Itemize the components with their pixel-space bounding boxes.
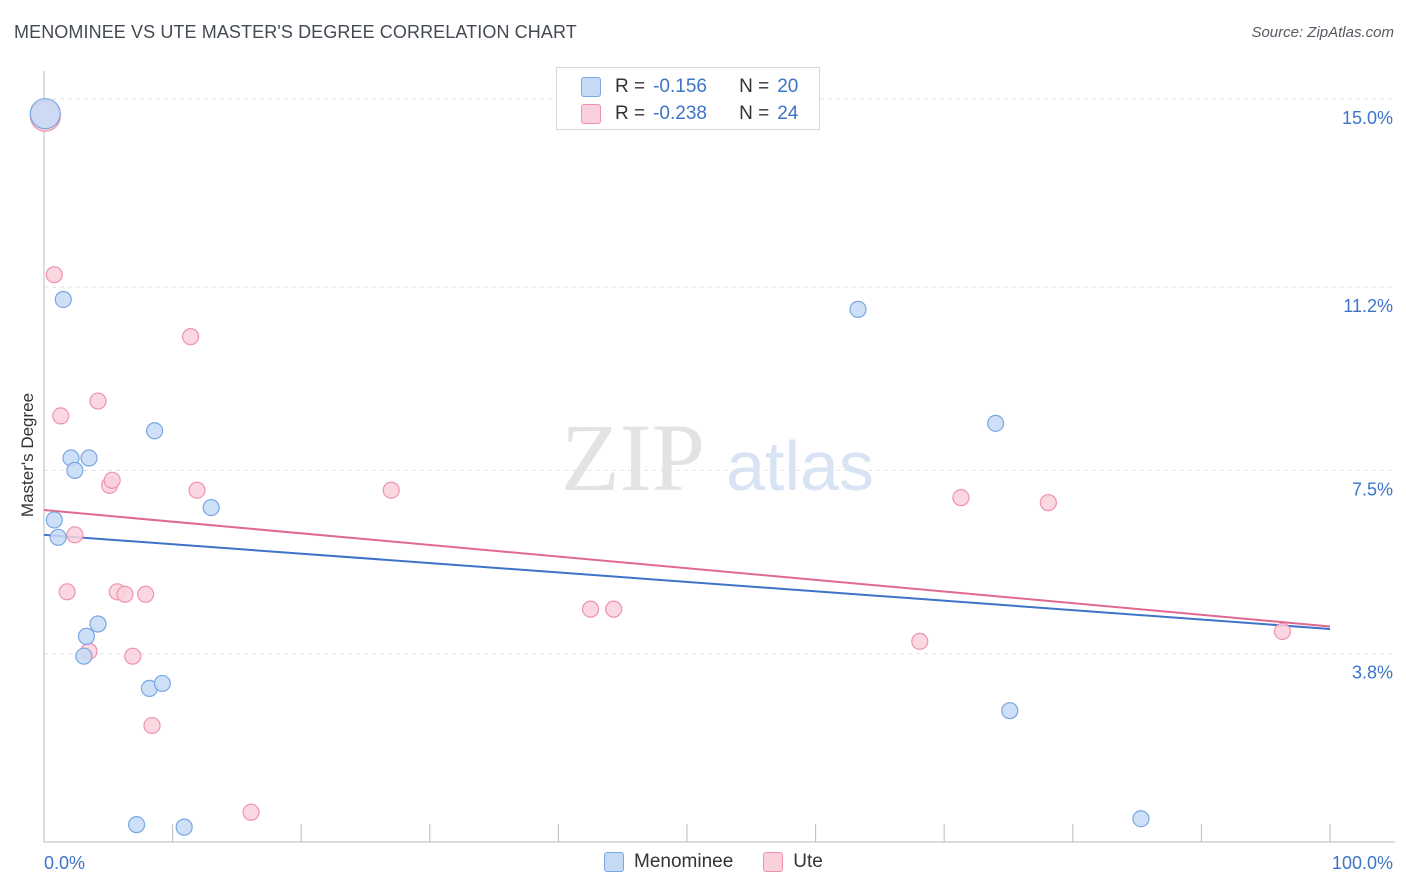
watermark-atlas: atlas bbox=[726, 427, 874, 505]
series-legend-swatch-ute bbox=[763, 852, 784, 872]
series-legend-item-menominee: Menominee bbox=[604, 851, 733, 873]
point-menominee bbox=[849, 300, 867, 318]
point-ute bbox=[143, 716, 161, 735]
point-ute bbox=[58, 583, 76, 601]
point-ute bbox=[66, 526, 84, 544]
point-ute bbox=[1039, 494, 1057, 512]
point-menominee bbox=[153, 674, 171, 693]
point-ute bbox=[188, 481, 206, 499]
chart-title: MENOMINEE VS UTE MASTER'S DEGREE CORRELA… bbox=[14, 22, 577, 42]
point-ute bbox=[911, 632, 929, 650]
legend-n-value: 24 bbox=[777, 103, 799, 124]
watermark: ZIP atlas bbox=[561, 404, 874, 511]
y-axis-label: Master's Degree bbox=[18, 392, 37, 518]
y-tick-label: 7.5% bbox=[1352, 479, 1393, 499]
point-ute bbox=[242, 803, 260, 821]
trend-line-menominee bbox=[43, 533, 1331, 630]
series-legend-item-ute: Ute bbox=[763, 851, 823, 873]
x-tick-label-max: 100.0% bbox=[1332, 853, 1393, 873]
point-menominee bbox=[1001, 702, 1019, 720]
point-menominee bbox=[75, 647, 93, 665]
point-menominee bbox=[66, 461, 84, 480]
legend-n-label: N = bbox=[739, 76, 770, 97]
point-menominee bbox=[202, 498, 220, 517]
series-legend: Menominee Ute bbox=[604, 851, 853, 873]
legend-n-label: N = bbox=[739, 103, 770, 124]
point-ute bbox=[89, 392, 107, 410]
chart-source: Source: ZipAtlas.com bbox=[1251, 24, 1394, 41]
point-ute bbox=[952, 489, 970, 507]
legend-r-label: R = bbox=[615, 103, 646, 124]
axis-layer bbox=[43, 71, 1395, 843]
legend-r-label: R = bbox=[615, 76, 646, 97]
legend-swatch-menominee bbox=[581, 77, 601, 97]
point-ute bbox=[116, 585, 134, 603]
point-menominee bbox=[1132, 810, 1150, 828]
point-menominee bbox=[80, 449, 98, 467]
label-layer: 3.8% 7.5% 11.2% 15.0% 0.0% 100.0% bbox=[44, 108, 1393, 873]
point-menominee bbox=[127, 816, 146, 834]
series-legend-label-menominee: Menominee bbox=[634, 851, 734, 872]
point-menominee bbox=[45, 511, 63, 529]
point-menominee bbox=[54, 290, 72, 309]
series-legend-label-ute: Ute bbox=[793, 851, 823, 872]
legend-box: R = -0.156 N = 20 R = -0.238 N = 24 bbox=[556, 67, 820, 130]
legend-n-value: 20 bbox=[777, 76, 799, 97]
trend-layer bbox=[43, 509, 1331, 630]
point-ute bbox=[182, 328, 200, 346]
point-ute bbox=[45, 266, 63, 284]
series-legend-swatch-menominee bbox=[604, 852, 624, 872]
y-tick-label: 11.2% bbox=[1343, 296, 1393, 316]
point-menominee bbox=[77, 627, 96, 645]
legend-swatch-ute bbox=[581, 104, 601, 124]
watermark-zip: ZIP bbox=[561, 404, 705, 511]
point-menominee bbox=[89, 615, 107, 633]
y-tick-label: 3.8% bbox=[1352, 663, 1393, 683]
point-ute bbox=[52, 407, 70, 425]
point-ute bbox=[124, 647, 142, 665]
legend-row-ute: R = -0.238 N = 24 bbox=[581, 101, 798, 127]
x-tick-label-min: 0.0% bbox=[44, 853, 85, 873]
legend-row-menominee: R = -0.156 N = 20 bbox=[581, 74, 798, 100]
legend-r-value: -0.156 bbox=[653, 76, 707, 97]
point-menominee bbox=[145, 422, 164, 440]
point-ute bbox=[605, 600, 623, 618]
point-menominee bbox=[175, 818, 193, 836]
point-ute bbox=[136, 585, 155, 603]
point-ute bbox=[103, 471, 121, 489]
point-ute bbox=[382, 481, 400, 499]
point-menominee bbox=[49, 528, 67, 546]
legend-r-value: -0.238 bbox=[653, 103, 707, 124]
point-menominee bbox=[987, 414, 1005, 432]
point-ute bbox=[581, 600, 600, 618]
point-ute bbox=[1273, 622, 1292, 641]
trend-line-ute bbox=[43, 509, 1331, 628]
y-tick-label: 15.0% bbox=[1342, 108, 1393, 128]
point-menominee bbox=[29, 98, 61, 130]
point-layer bbox=[29, 98, 1292, 836]
